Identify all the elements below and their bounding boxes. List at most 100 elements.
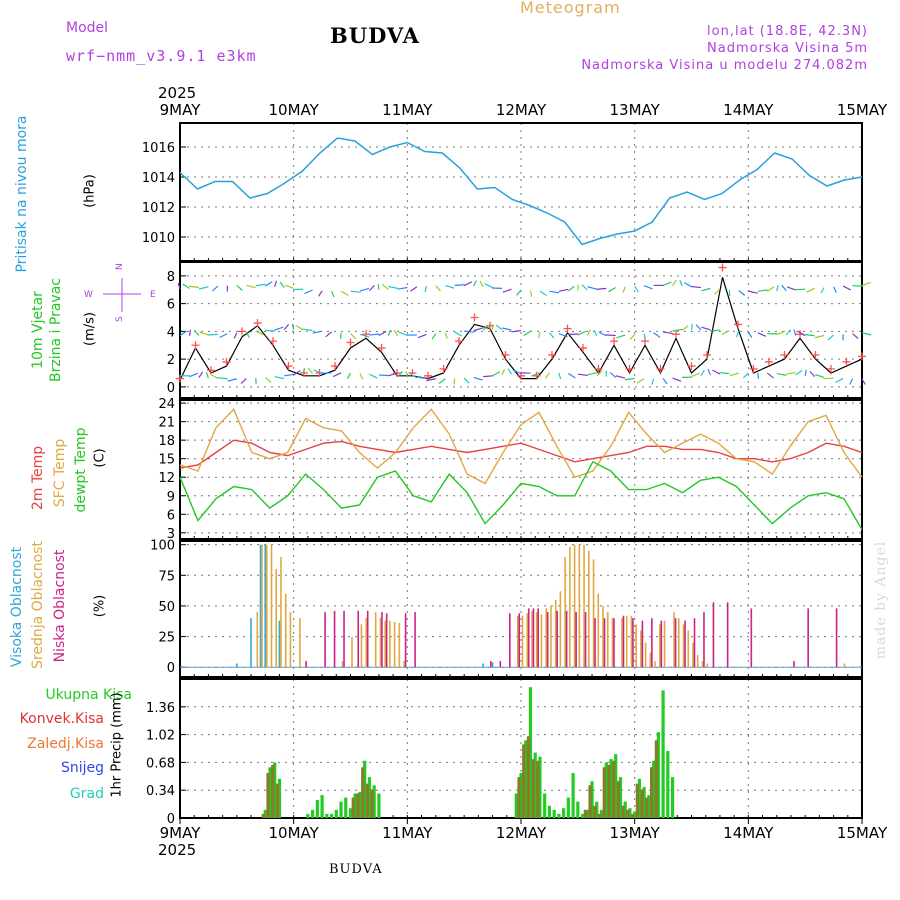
wind-direction-arrow [512,369,522,375]
wind-gust-marker [532,371,541,380]
wind-direction-arrow [179,330,187,337]
wind-direction-arrow [624,377,635,381]
wind-direction-arrow [567,285,575,292]
ytick-label-temp: 12 [158,471,175,486]
wind-gust-marker [625,364,634,373]
wind-direction-arrow [283,324,290,331]
wind-direction-arrow [672,328,683,332]
wind-direction-arrow [350,333,357,340]
wind-gust-marker [563,324,572,333]
wind-direction-arrow [291,323,295,330]
wind-direction-arrow [369,333,380,336]
wind-direction-arrow [410,286,418,292]
wind-gust-marker [362,330,370,339]
compass-cross [103,278,141,312]
wind-direction-arrow [629,333,636,341]
wind-direction-arrow [359,287,370,292]
wind-direction-arrow [700,369,705,377]
wind-direction-arrow [453,378,456,385]
wind-direction-arrow [359,373,364,380]
wind-direction-arrow [615,375,626,379]
precip-bar-convective [621,805,625,818]
precip-bar-total [656,732,660,818]
precip-bar-total [334,809,338,818]
precip-bar-convective [531,759,535,818]
precip-bar-total [576,801,580,818]
wind-direction-arrow [747,331,753,338]
temp-line-0 [179,439,863,469]
wind-direction-arrow [757,332,767,337]
wind-gust-marker [222,357,231,366]
wind-direction-arrow [776,330,786,335]
wind-direction-arrow [502,288,512,293]
ytick-label-precip: 0.34 [146,784,175,799]
wind-direction-arrow [738,290,746,296]
wind-direction-arrow [662,378,668,385]
precip-bar-convective [612,760,616,818]
wind-direction-arrow [695,324,702,331]
wind-direction-arrow [766,372,774,379]
wind-direction-arrow [199,331,209,336]
wind-direction-arrow [325,331,332,338]
wind-gust-marker [253,319,262,328]
wind-direction-arrow [786,371,796,375]
precip-bar-total [647,795,651,818]
wind-direction-arrow [217,377,228,380]
wind-gust-marker [703,350,711,359]
wind-gust-marker [718,263,727,272]
compass-n: N [115,263,125,270]
wind-direction-arrow [721,329,730,336]
xtick-label-bottom: 9MAY [160,824,202,842]
xtick-label-top: 9MAY [160,101,202,119]
precip-bar-convective [361,767,365,818]
wind-direction-arrow [742,372,749,379]
wind-gust-marker [656,364,665,373]
precip-bar-total [547,805,552,818]
precip-bar-convective [271,764,275,818]
precip-bar-total [519,773,523,818]
wind-direction-arrow [691,285,702,289]
precip-bar-total [642,786,646,818]
wind-direction-arrow [236,284,243,291]
precip-bar-convective [626,809,630,818]
wind-direction-arrow [332,372,342,378]
footer-station: BUDVA [329,862,383,877]
precip-bar-total [623,801,627,818]
wind-direction-arrow [672,377,682,382]
wind-direction-arrow [701,326,711,331]
total-rain-title: Ukupna Kisa [45,687,132,703]
precip-bar-total [637,778,642,818]
precip-bar-convective [593,805,597,818]
wind-direction-arrow [359,333,370,338]
wind-direction-arrow [464,330,475,333]
wind-direction-arrow [596,370,603,377]
wind-direction-arrow [609,372,617,378]
wind-direction-arrow [463,377,470,384]
wind-direction-arrow [719,372,730,375]
wind-direction-arrow [189,372,198,378]
precip-bar-total [311,809,315,818]
wind-direction-arrow [463,281,473,287]
wind-gust-marker [610,337,618,346]
wind-direction-arrow [193,329,200,336]
wind-direction-arrow [331,290,335,298]
wind-direction-arrow [598,331,607,337]
precip-bar-total [263,809,267,818]
precip-bar-convective [654,740,658,818]
precip-bar-total [273,762,277,818]
wind-direction-arrow [227,378,237,382]
wind-direction-arrow [861,282,872,286]
wind-direction-arrow [492,371,501,377]
wind-direction-arrow [318,290,323,297]
wind-direction-arrow [549,290,560,294]
wind-direction-arrow [651,378,655,385]
ytick-label-temp: 24 [158,397,175,412]
ytick-label-wind: 2 [167,353,175,368]
wind-direction-arrow [587,372,597,376]
precip-bar-convective [370,789,374,818]
wind-gust-marker [269,337,277,346]
xtick-label-bottom: 11MAY [382,824,433,842]
ytick-label-temp: 15 [158,453,175,468]
wind-direction-arrow [284,284,294,289]
